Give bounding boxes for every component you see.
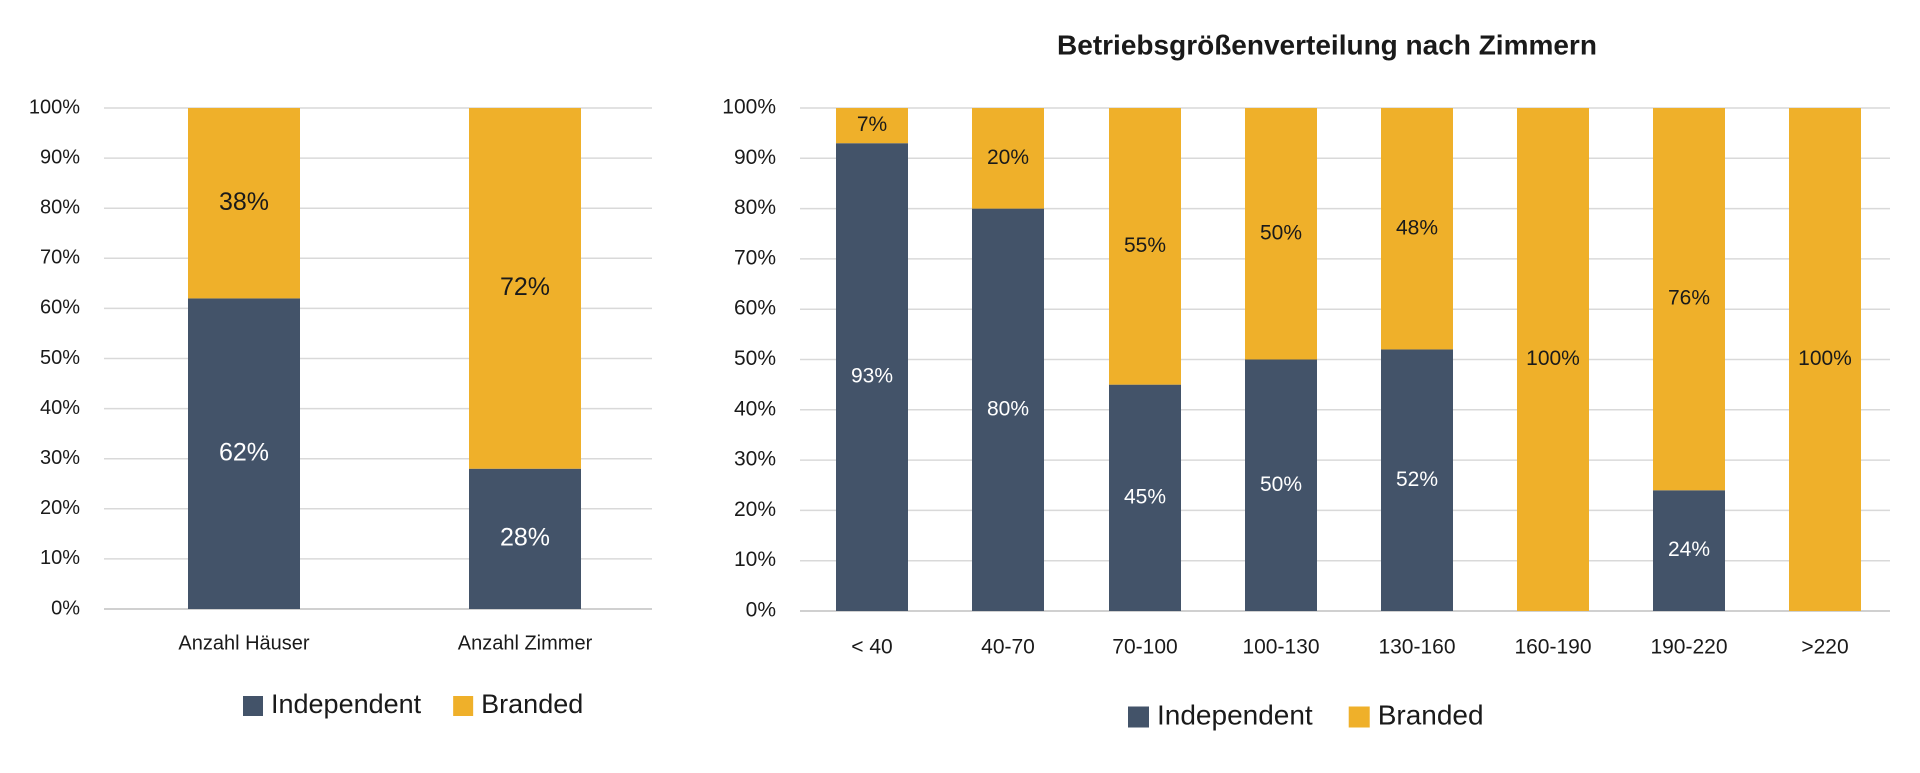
data-label: 76% xyxy=(1668,287,1710,310)
legend: Independent Branded xyxy=(243,689,583,719)
bar-independent xyxy=(469,468,581,609)
data-label: 62% xyxy=(219,438,269,466)
data-label: 100% xyxy=(1526,347,1580,370)
data-label: 24% xyxy=(1668,538,1710,561)
data-label: 55% xyxy=(1124,234,1166,257)
y-tick-label: 80% xyxy=(40,196,80,218)
x-tick-label: 190-220 xyxy=(1650,636,1727,659)
x-tick-label: Anzahl Zimmer xyxy=(458,632,593,654)
data-label: 20% xyxy=(987,146,1029,169)
bar-branded xyxy=(1381,108,1453,350)
chart-title: Betriebsgrößenverteilung nach Zimmern xyxy=(1057,29,1597,60)
data-label: 38% xyxy=(219,188,269,216)
x-tick-label: 40-70 xyxy=(981,636,1035,659)
y-tick-label: 40% xyxy=(40,397,80,419)
data-label: 52% xyxy=(1396,468,1438,491)
x-tick-label: 160-190 xyxy=(1514,636,1591,659)
y-tick-label: 80% xyxy=(734,196,776,219)
data-label: 45% xyxy=(1124,485,1166,508)
bar-branded xyxy=(1789,108,1861,611)
y-tick-label: 60% xyxy=(40,297,80,319)
data-label: 80% xyxy=(987,397,1029,420)
bar-independent xyxy=(1109,384,1181,611)
bar-branded xyxy=(1109,108,1181,385)
legend-label: Independent xyxy=(1157,699,1313,730)
y-tick-label: 30% xyxy=(734,448,776,471)
x-tick-label: 130-160 xyxy=(1378,636,1455,659)
y-tick-label: 30% xyxy=(40,447,80,469)
chart-2: Betriebsgrößenverteilung nach Zimmern 0% 1… xyxy=(722,29,1890,730)
legend: Independent Branded xyxy=(1128,699,1484,730)
y-tick-label: 10% xyxy=(734,548,776,571)
x-tick-label: 100-130 xyxy=(1242,636,1319,659)
legend-label: Branded xyxy=(481,689,583,719)
y-tick-label: 0% xyxy=(51,597,80,619)
data-label: 50% xyxy=(1260,221,1302,244)
bar-branded xyxy=(1653,108,1725,491)
data-label: 7% xyxy=(857,113,887,136)
y-tick-label: 100% xyxy=(722,96,776,119)
bar-branded xyxy=(972,108,1044,209)
legend-swatch-independent xyxy=(1128,706,1149,728)
y-tick-label: 20% xyxy=(40,497,80,519)
bar-branded xyxy=(469,108,581,469)
x-tick-label: Anzahl Häuser xyxy=(178,632,310,654)
legend-swatch-branded xyxy=(453,696,474,716)
x-tick-label: 70-100 xyxy=(1112,636,1177,659)
y-tick-label: 90% xyxy=(734,146,776,169)
y-tick-label: 70% xyxy=(40,247,80,269)
legend-label: Independent xyxy=(271,689,422,719)
data-label: 50% xyxy=(1260,473,1302,496)
y-tick-label: 0% xyxy=(746,599,776,622)
bar-independent xyxy=(972,208,1044,611)
y-tick-label: 70% xyxy=(734,246,776,269)
y-tick-label: 100% xyxy=(29,96,80,118)
bar-independent xyxy=(1381,349,1453,611)
legend-label: Branded xyxy=(1378,699,1484,730)
legend-swatch-independent xyxy=(243,696,263,716)
legend-swatch-branded xyxy=(1348,706,1370,728)
y-tick-label: 90% xyxy=(40,146,80,168)
bar-branded xyxy=(188,108,300,299)
y-tick-label: 60% xyxy=(734,297,776,320)
y-tick-label: 40% xyxy=(734,397,776,420)
y-tick-label: 50% xyxy=(734,347,776,370)
data-label: 93% xyxy=(851,365,893,388)
y-tick-label: 20% xyxy=(734,498,776,521)
bar-branded xyxy=(1517,108,1589,611)
bar-independent xyxy=(188,298,300,609)
bar-independent xyxy=(1245,359,1317,611)
data-label: 48% xyxy=(1396,216,1438,239)
data-label: 100% xyxy=(1798,347,1852,370)
x-tick-label: >220 xyxy=(1801,636,1848,659)
x-tick-label: < 40 xyxy=(851,636,892,659)
chart-1: 0% 10% 20% 30% 40% 50% 60% 70% 80% 90% 100% 62% 38% A… xyxy=(29,96,652,719)
bar-branded xyxy=(1245,108,1317,360)
y-tick-label: 50% xyxy=(40,347,80,369)
data-label: 28% xyxy=(500,523,550,551)
y-tick-label: 10% xyxy=(40,547,80,569)
data-label: 72% xyxy=(500,273,550,301)
bar-independent xyxy=(836,143,908,611)
bar-independent xyxy=(1653,490,1725,611)
bar-branded xyxy=(836,108,908,144)
